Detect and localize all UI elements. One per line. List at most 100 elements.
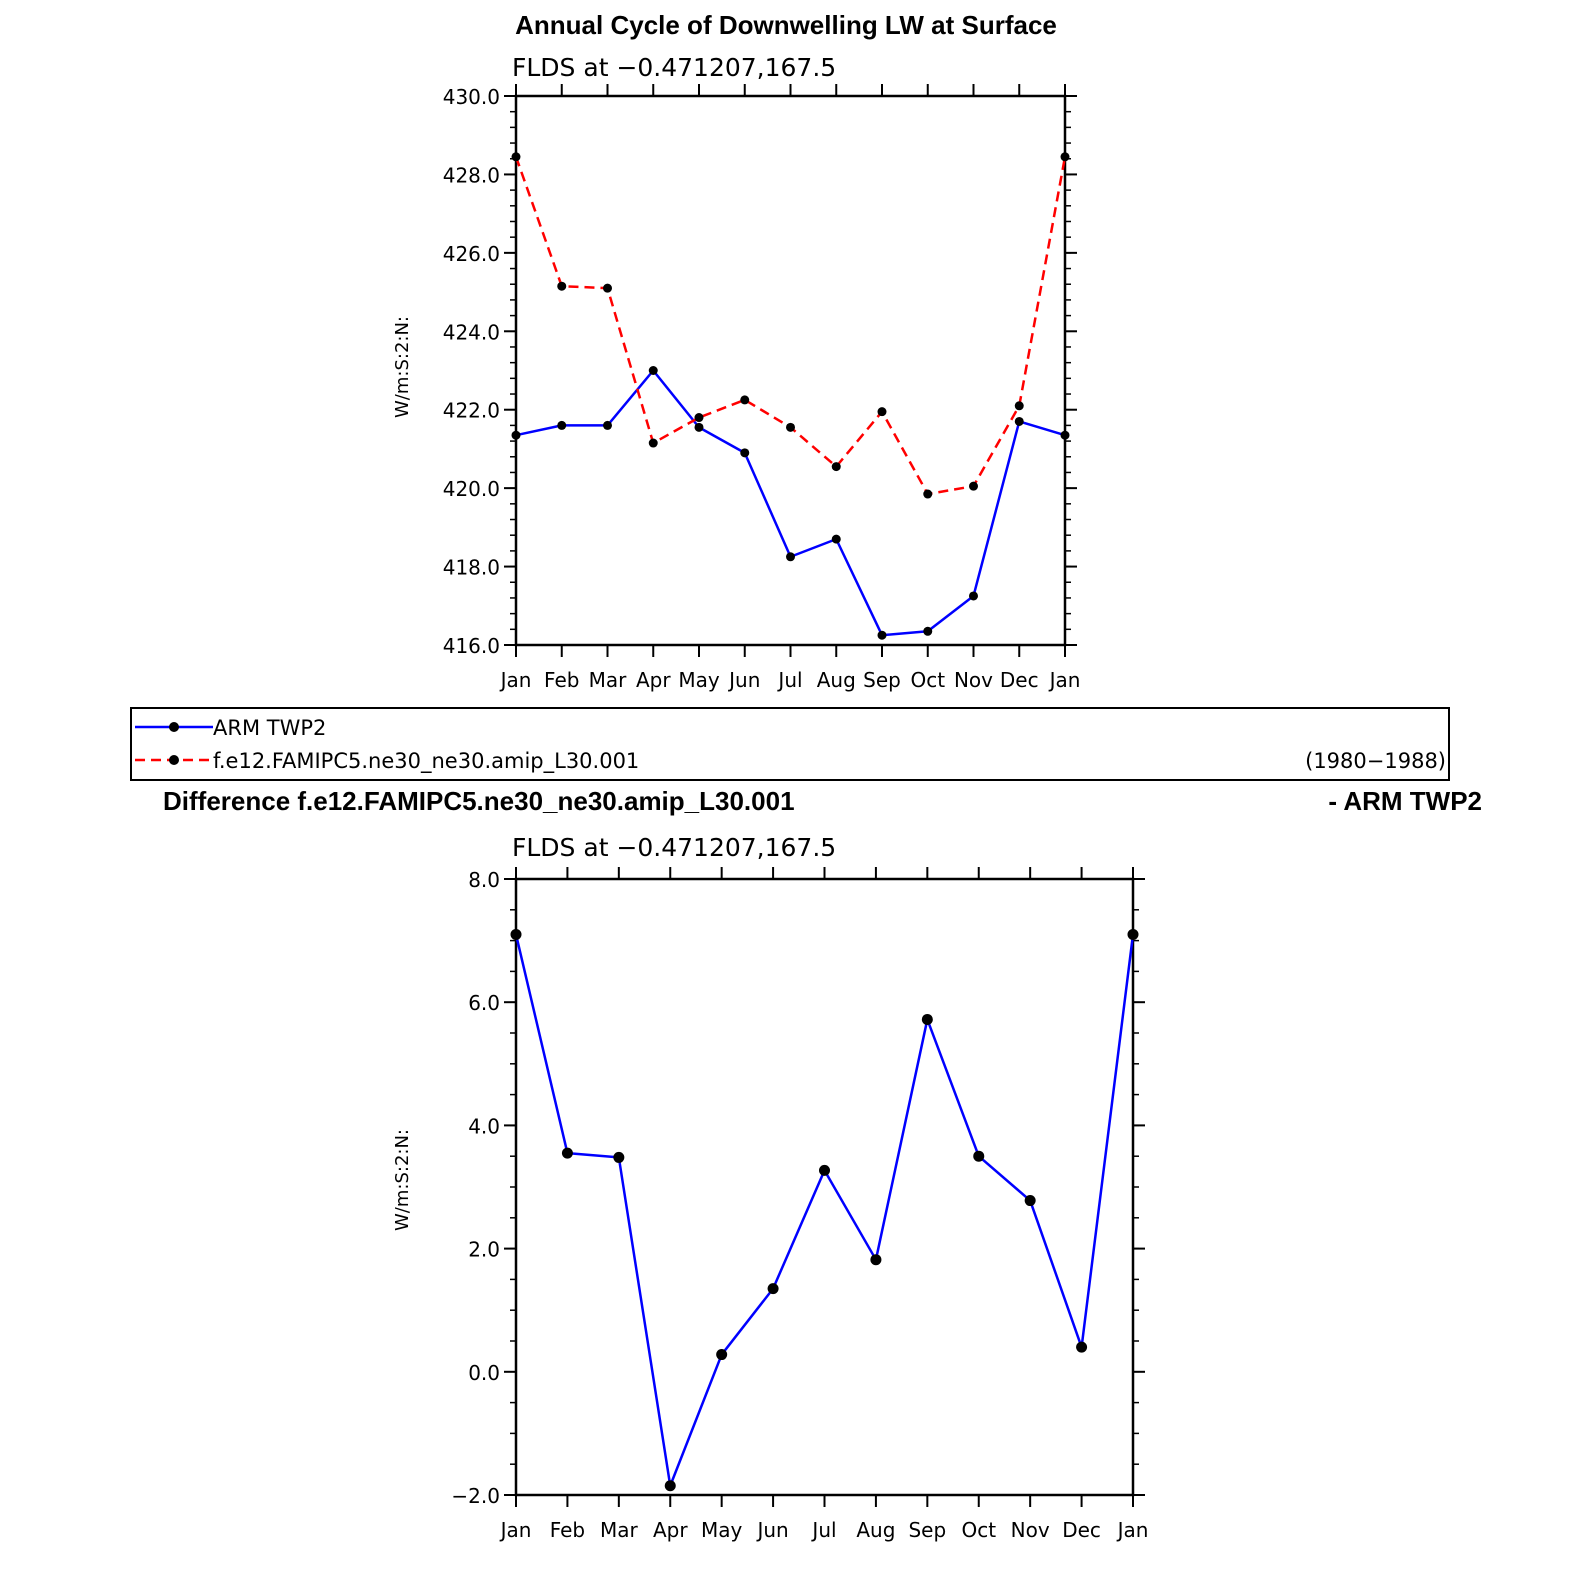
chart-bottom-axes: −2.0 0.0 2.0 4.0 6.0 8.0 Jan Feb Mar Apr May Jun Jul… (451, 867, 1148, 1542)
x-tick-label: Jul (776, 668, 802, 692)
series-0-point (664, 1480, 676, 1492)
x-tick-label: Oct (910, 668, 945, 692)
series-0-point (831, 534, 841, 544)
legend-marker-arm (169, 722, 179, 732)
x-tick-label: Jun (755, 1518, 788, 1542)
series-1-point (877, 407, 887, 417)
series-1-point (740, 395, 750, 405)
series-0-point (557, 420, 567, 430)
y-tick-label: 424.0 (443, 320, 500, 344)
x-tick-label: May (701, 1518, 743, 1542)
y-tick-label: 2.0 (468, 1238, 500, 1262)
series-1-point (1060, 152, 1070, 162)
series-0-point (603, 420, 612, 430)
x-tick-label: Nov (954, 668, 993, 692)
series-line-1 (514, 156, 1067, 496)
x-tick-label: Sep (863, 668, 901, 692)
chart-bottom-subtitle: FLDS at −0.471207,167.5 (512, 833, 836, 862)
chart-top-axes: 416.0 418.0 420.0 422.0 424.0 426.0 428.0 430.0… (443, 84, 1081, 692)
chart-top-ylabel: W/m:S:2:N: (392, 316, 413, 418)
x-tick-label: Jan (499, 1518, 532, 1542)
y-tick-label: 416.0 (443, 634, 500, 658)
y-tick-label: 4.0 (468, 1114, 500, 1138)
y-tick-label: 426.0 (443, 242, 500, 266)
series-0-point (561, 1147, 573, 1159)
chart-top: Annual Cycle of Downwelling LW at Surfac… (392, 10, 1080, 692)
x-tick-label: Jan (1048, 668, 1081, 692)
series-0-point (786, 552, 795, 562)
series-line-0 (515, 369, 1066, 637)
x-tick-label: Feb (550, 1518, 585, 1542)
series-0-point (921, 1013, 933, 1025)
x-tick-label: Apr (636, 668, 671, 692)
legend-item-arm: ARM TWP2 (135, 716, 326, 740)
series-0-point (1024, 1195, 1036, 1207)
chart-top-series (511, 152, 1070, 640)
series-0-point (716, 1349, 728, 1361)
x-tick-label: Dec (1000, 668, 1039, 692)
x-tick-label: Nov (1011, 1518, 1050, 1542)
series-1-point (831, 462, 841, 472)
chart-bottom-title-right: - ARM TWP2 (1328, 786, 1482, 816)
y-tick-label: 6.0 (468, 991, 500, 1015)
x-tick-label: Aug (817, 668, 856, 692)
x-tick-label: Jan (1116, 1518, 1149, 1542)
series-0-point (511, 430, 521, 440)
x-tick-label: Oct (961, 1518, 996, 1542)
series-0-point (1014, 416, 1024, 426)
x-tick-label: Jun (727, 668, 760, 692)
y-tick-label: 0.0 (468, 1361, 500, 1385)
series-0-point (1060, 430, 1070, 440)
series-1-point (694, 413, 704, 423)
series-0-point (877, 630, 887, 640)
series-0-point (870, 1254, 882, 1266)
legend-label-arm: ARM TWP2 (213, 716, 326, 740)
series-1-point (648, 438, 658, 448)
chart-bottom-ylabel: W/m:S:2:N: (392, 1129, 413, 1231)
series-0-point (740, 448, 750, 458)
y-tick-label: 430.0 (443, 85, 500, 109)
chart-top-title: Annual Cycle of Downwelling LW at Surfac… (515, 10, 1057, 40)
legend-label-model: f.e12.FAMIPC5.ne30_ne30.amip_L30.001 (213, 749, 639, 774)
series-0-point (510, 928, 522, 940)
y-tick-label: 420.0 (443, 477, 500, 501)
series-0-point (613, 1151, 625, 1163)
x-tick-label: Aug (856, 1518, 895, 1542)
y-tick-label: 428.0 (443, 163, 500, 187)
y-tick-label: 418.0 (443, 556, 500, 580)
series-0-point (1127, 928, 1139, 940)
series-0-point (648, 366, 658, 375)
plot-frame (514, 877, 1135, 1497)
y-tick-label: 8.0 (468, 868, 500, 892)
series-0-point (819, 1164, 830, 1176)
legend-item-model: f.e12.FAMIPC5.ne30_ne30.amip_L30.001 (135, 749, 639, 774)
x-tick-label: Mar (600, 1518, 639, 1542)
legend-period: (1980−1988) (1305, 749, 1446, 773)
series-1-point (969, 481, 978, 491)
chart-bottom: Difference f.e12.FAMIPC5.ne30_ne30.amip_… (163, 786, 1482, 1542)
legend: ARM TWP2 f.e12.FAMIPC5.ne30_ne30.amip_L3… (130, 707, 1450, 781)
series-1-point (603, 283, 612, 293)
x-tick-label: Jul (810, 1518, 836, 1542)
x-tick-label: Jan (499, 668, 532, 692)
chart-top-subtitle: FLDS at −0.471207,167.5 (512, 53, 836, 82)
series-1-point (1014, 401, 1024, 411)
y-tick-label: −2.0 (451, 1484, 500, 1508)
series-1-point (923, 489, 933, 499)
x-tick-label: Apr (653, 1518, 688, 1542)
series-0-point (1076, 1341, 1088, 1353)
x-tick-label: Dec (1062, 1518, 1101, 1542)
series-1-point (786, 422, 795, 432)
series-1-point (557, 281, 567, 291)
series-0-point (767, 1283, 779, 1295)
x-tick-label: Feb (544, 668, 579, 692)
legend-marker-model (169, 755, 179, 765)
series-0-point (694, 422, 704, 432)
legend-box (130, 707, 1450, 781)
series-1-point (511, 152, 521, 162)
series-0-point (973, 1150, 985, 1162)
chart-bottom-series (510, 928, 1139, 1492)
y-tick-label: 422.0 (443, 399, 500, 423)
series-0-point (969, 591, 978, 601)
